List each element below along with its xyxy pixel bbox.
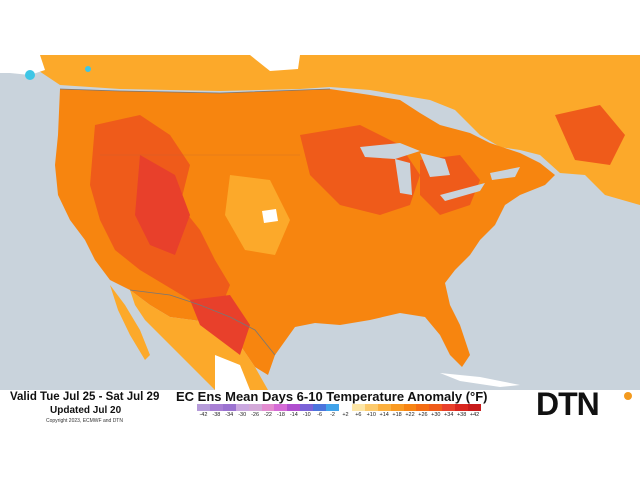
legend-swatch (351, 404, 365, 411)
lake-superior (360, 143, 420, 159)
canada-land (0, 55, 640, 205)
legend-tick-label: -22 (264, 412, 272, 418)
lake-ontario (490, 167, 520, 180)
legend-swatch (364, 404, 378, 411)
legend-tick-label: +10 (366, 412, 376, 418)
legend-tick-label: +42 (469, 412, 480, 418)
legend-tick-label: -6 (317, 412, 323, 418)
legend-tick-label: +30 (431, 412, 441, 418)
cool-anomaly-spot-small (85, 66, 91, 72)
dtn-logo: DTN (536, 386, 600, 422)
intermountain-hot-core (135, 155, 190, 255)
legend-tick-label: -26 (251, 412, 260, 418)
north-neutral (250, 55, 300, 71)
legend-tick-label: -14 (289, 412, 298, 418)
legend-tick-label: +22 (405, 412, 415, 418)
legend-tick-label: +34 (444, 412, 454, 418)
legend-tick-label: -38 (212, 412, 221, 418)
neutral-spot (262, 209, 278, 223)
updated-date: Updated Jul 20 (50, 405, 122, 416)
legend-tick-label: -10 (302, 412, 311, 418)
southwest-hot-core (190, 295, 250, 355)
legend-tick-label: +2 (342, 412, 349, 418)
legend-tick-label: -18 (276, 412, 285, 418)
legend-swatch (287, 404, 301, 411)
copyright-text: Copyright 2023, ECMWF and DTN (46, 418, 123, 424)
legend-swatch (313, 404, 327, 411)
legend-swatch (429, 404, 443, 411)
east-canada-hot-region (555, 105, 625, 165)
legend-swatch (274, 404, 288, 411)
legend-swatch (300, 404, 314, 411)
legend-tick-label: -2 (330, 412, 335, 418)
legend-swatch (209, 404, 223, 411)
legend-swatches (197, 404, 481, 411)
legend-tick-label: -42 (199, 412, 208, 418)
legend-swatch (248, 404, 262, 411)
anomaly-map (0, 55, 640, 426)
lake-michigan (395, 159, 412, 195)
legend-swatch (338, 404, 352, 411)
cool-anomaly-spot (25, 70, 35, 80)
legend-swatch (197, 404, 210, 411)
legend-tick-label: -34 (225, 412, 234, 418)
valid-dates: Valid Tue Jul 25 - Sat Jul 29 (10, 391, 160, 403)
us-mexico-border (129, 289, 276, 356)
legend-swatch (222, 404, 236, 411)
lake-huron (420, 153, 450, 177)
logo-accent-dot (624, 392, 632, 400)
legend-tick-label: +18 (392, 412, 402, 418)
baja-peninsula (110, 285, 150, 360)
us-canada-border (59, 88, 331, 94)
legend-swatch (377, 404, 391, 411)
legend-tick-label: +14 (379, 412, 389, 418)
northwest-neutral (0, 55, 45, 75)
legend-tick-label: -30 (238, 412, 247, 418)
legend-swatch (235, 404, 249, 411)
legend-tick-label: +26 (418, 412, 428, 418)
legend-ticks: -42 -38 -34 -30 -26 -22 -18 -14 -10 -6 -2 +2 +6 +10 +1… (197, 411, 481, 420)
plains-light-region (225, 175, 290, 255)
legend-swatch (390, 404, 404, 411)
legend-swatch (455, 404, 469, 411)
legend-tick-label: +6 (355, 412, 362, 418)
legend-swatch (261, 404, 275, 411)
lake-erie (440, 183, 485, 201)
cuba-land (440, 373, 520, 387)
mexico-neutral (215, 355, 250, 390)
legend-swatch (442, 404, 456, 411)
temperature-anomaly-map (0, 55, 640, 390)
legend-swatch (326, 404, 339, 411)
color-legend: -42 -38 -34 -30 -26 -22 -18 -14 -10 -6 -2 +2 +6 +10 +1… (197, 404, 481, 422)
map-title: EC Ens Mean Days 6-10 Temperature Anomal… (176, 389, 488, 404)
legend-swatch (403, 404, 417, 411)
legend-tick-label: +38 (456, 412, 467, 418)
legend-swatch (468, 404, 481, 411)
legend-swatch (416, 404, 430, 411)
